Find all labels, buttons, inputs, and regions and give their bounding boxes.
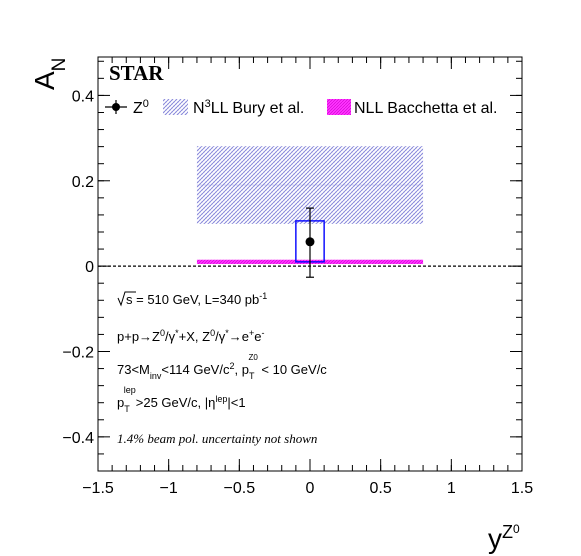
y-tick-label: 0.2: [72, 174, 94, 191]
legend-entry-nll: NLL Bacchetta et al.: [327, 99, 498, 117]
x-tick-label: 0: [306, 480, 315, 497]
y-axis-title: AN: [29, 58, 70, 90]
svg-text:N3LL Bury et al.: N3LL Bury et al.: [193, 98, 304, 117]
legend-entry-n3ll: N3LL Bury et al.: [163, 98, 304, 117]
mass-pt-line: 73<Minv<114 GeV/c2, pTZ0 < 10 GeV/c: [117, 353, 327, 381]
y-tick-label: −0.4: [62, 430, 94, 447]
pol-uncertainty-note: 1.4% beam pol. uncertainty not shown: [117, 431, 317, 446]
y-tick-label: −0.2: [62, 344, 94, 361]
z0-data-point: [305, 237, 315, 247]
x-axis-title: yZ0: [488, 522, 520, 554]
axis-ticks: [97, 57, 523, 472]
y-tick-label: 0.4: [72, 88, 94, 105]
experiment-label: STAR: [109, 61, 164, 85]
y-tick-label: 0: [85, 259, 94, 276]
process-line: p+p→Z0/γ*+X, Z0/γ*→e+e-: [117, 328, 264, 344]
x-tick-label: −1.5: [82, 480, 114, 497]
svg-text:Z0: Z0: [133, 98, 149, 117]
x-tick-label: −0.5: [224, 480, 256, 497]
svg-text:s = 510 GeV, L=340 pb-1: s = 510 GeV, L=340 pb-1: [126, 291, 267, 307]
x-tick-label: −1: [160, 480, 178, 497]
sqrt-sign-icon: [117, 291, 136, 307]
legend: Z0 N3LL Bury et al. NLL Bacchetta et al.: [105, 98, 498, 117]
axis-tick-labels: −1.5 −1 −0.5 0 0.5 1 1.5 −0.4 −0.2 0 0.2 0.4: [62, 88, 533, 497]
annotations: s = 510 GeV, L=340 pb-1 p+p→Z0/γ*+X, Z0/…: [117, 291, 327, 446]
x-tick-label: 0.5: [370, 480, 392, 497]
sqrt-s-line: s = 510 GeV, L=340 pb-1: [117, 291, 267, 307]
legend-entry-z0: Z0: [105, 98, 149, 117]
x-tick-label: 1.5: [511, 480, 533, 497]
lepton-cuts-line: pTlep>25 GeV/c, |ηlep|<1: [117, 385, 246, 414]
svg-text:NLL Bacchetta et al.: NLL Bacchetta et al.: [354, 100, 498, 117]
x-tick-label: 1: [447, 480, 456, 497]
